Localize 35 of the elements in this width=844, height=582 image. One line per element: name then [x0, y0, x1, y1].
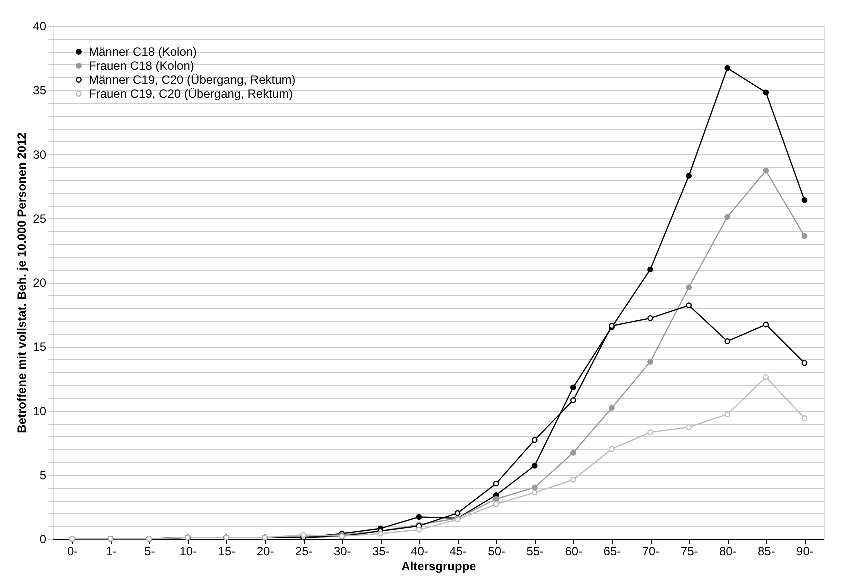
x-tick-label: 35- — [372, 544, 390, 558]
y-tick-label: 40 — [33, 20, 47, 34]
x-axis-title: Altersgruppe — [402, 560, 477, 574]
x-tick-label: 40- — [411, 544, 428, 558]
x-tick-label: 25- — [295, 544, 313, 558]
y-axis-title: Betroffene mit vollstat. Beh. je 10.000 Personen 2012 — [15, 132, 30, 434]
legend-label: Frauen C19, C20 (Übergang, Rektum) — [89, 87, 294, 101]
y-tick-label: 25 — [33, 212, 47, 226]
y-tick-label: 5 — [40, 468, 47, 482]
x-tick-label: 80- — [719, 544, 737, 558]
legend-label: Männer C18 (Kolon) — [89, 45, 198, 59]
y-tick-label: 20 — [33, 276, 47, 290]
x-tick-label: 55- — [526, 544, 544, 558]
y-tick-label: 30 — [33, 148, 47, 162]
x-tick-label: 0- — [67, 544, 78, 558]
y-tick-label: 15 — [33, 340, 47, 354]
x-tick-label: 85- — [758, 544, 776, 558]
y-tick-label: 10 — [33, 404, 47, 418]
legend-label: Frauen C18 (Kolon) — [89, 59, 194, 73]
y-tick-label: 0 — [40, 532, 47, 546]
y-tick-label: 35 — [33, 84, 47, 98]
x-tick-label: 65- — [604, 544, 622, 558]
x-tick-label: 20- — [256, 544, 274, 558]
x-tick-label: 60- — [565, 544, 583, 558]
x-tick-label: 50- — [488, 544, 506, 558]
x-tick-label: 70- — [642, 544, 660, 558]
legend-label: Männer C19, C20 (Übergang, Rektum) — [89, 73, 296, 87]
x-tick-label: 90- — [796, 544, 814, 558]
x-tick-label: 5- — [144, 544, 156, 558]
x-tick-label: 45- — [450, 544, 467, 558]
x-tick-label: 75- — [680, 544, 698, 558]
x-tick-label: 30- — [334, 544, 352, 558]
x-tick-label: 1- — [106, 544, 117, 558]
x-tick-label: 15- — [218, 544, 236, 558]
x-tick-label: 10- — [180, 544, 198, 558]
